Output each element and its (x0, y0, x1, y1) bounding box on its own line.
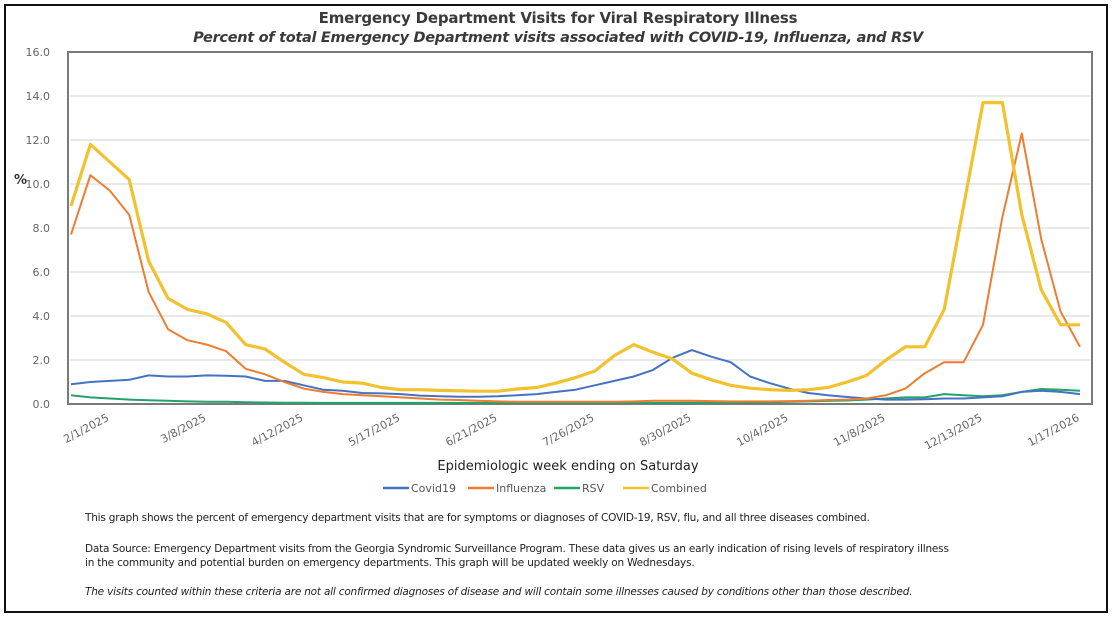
y-tick-label: 4.0 (33, 310, 51, 323)
legend-label: Combined (651, 482, 707, 495)
legend-label: RSV (582, 482, 605, 495)
y-tick-label: 14.0 (26, 90, 51, 103)
note-disclaimer: The visits counted within these criteria… (85, 586, 913, 598)
y-tick-label: 0.0 (33, 398, 51, 411)
legend-item-covid19: Covid19 (383, 482, 456, 495)
y-tick-label: 6.0 (33, 266, 51, 279)
x-tick-label: 5/17/2025 (346, 411, 402, 449)
x-tick-label: 10/4/2025 (734, 411, 790, 449)
chart-title: Emergency Department Visits for Viral Re… (318, 9, 798, 27)
series-line-combined (69, 100, 1080, 393)
y-tick-label: 16.0 (26, 46, 51, 59)
y-tick-label: 12.0 (26, 134, 51, 147)
x-tick-label: 1/17/2026 (1026, 411, 1082, 449)
y-tick-label: 2.0 (33, 354, 51, 367)
x-tick-label: 2/1/2025 (61, 411, 111, 446)
legend-label: Influenza (496, 482, 546, 495)
x-axis-label: Epidemiologic week ending on Saturday (437, 459, 698, 474)
plot-area (67, 51, 1093, 405)
x-tick-label: 12/13/2025 (922, 411, 984, 452)
series-line-covid19 (70, 349, 1081, 401)
series-line-rsv (70, 388, 1081, 404)
x-axis-ticks: 2/1/2025 3/8/2025 4/12/2025 5/17/2025 6/21/2… (61, 411, 1081, 452)
series-line-influenza (70, 132, 1081, 403)
y-tick-label: 8.0 (33, 222, 51, 235)
x-tick-label: 4/12/2025 (249, 411, 305, 449)
legend-item-influenza: Influenza (468, 482, 546, 495)
legend: Covid19 Influenza RSV Combined (383, 482, 707, 495)
x-tick-label: 7/26/2025 (540, 411, 596, 449)
series-lines (69, 100, 1081, 404)
y-axis-ticks: 0.0 2.0 4.0 6.0 8.0 10.0 12.0 14.0 16.0 (26, 46, 51, 411)
note-description: This graph shows the percent of emergenc… (85, 512, 870, 524)
legend-item-combined: Combined (623, 482, 707, 495)
x-tick-label: 3/8/2025 (159, 411, 209, 446)
y-axis-label: % (14, 173, 27, 188)
x-tick-label: 11/8/2025 (831, 411, 887, 449)
x-tick-label: 6/21/2025 (443, 411, 499, 449)
note-source-2: in the community and potential burden on… (85, 557, 695, 569)
y-tick-label: 10.0 (26, 178, 51, 191)
note-source-1: Data Source: Emergency Department visits… (85, 543, 949, 555)
gridlines (70, 95, 1090, 361)
x-tick-label: 8/30/2025 (637, 411, 693, 449)
chart-subtitle: Percent of total Emergency Department vi… (193, 30, 923, 46)
legend-label: Covid19 (411, 482, 456, 495)
legend-item-rsv: RSV (554, 482, 605, 495)
